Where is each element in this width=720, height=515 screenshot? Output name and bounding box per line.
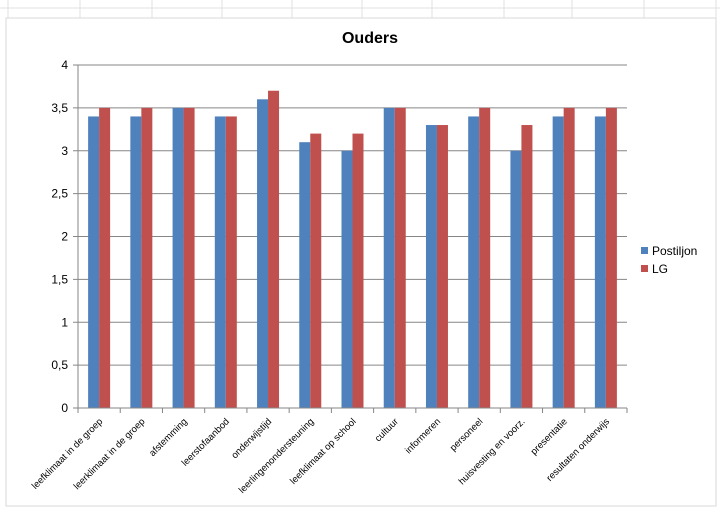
y-tick-label: 1	[61, 315, 68, 329]
bar-lg	[563, 107, 575, 408]
bar-postiljon	[468, 116, 480, 408]
bar-postiljon	[257, 99, 269, 409]
axes	[77, 65, 628, 413]
bar-postiljon	[425, 125, 437, 409]
bar-lg	[99, 107, 111, 408]
bar-postiljon	[299, 142, 311, 409]
bar-postiljon	[172, 107, 184, 408]
bar-postiljon	[130, 116, 142, 408]
bar-lg	[141, 107, 153, 408]
bar-postiljon	[594, 116, 606, 408]
bar-postiljon	[510, 150, 522, 408]
bar-postiljon	[383, 107, 395, 408]
bar-lg	[310, 133, 322, 408]
legend-swatch-postiljon	[641, 247, 648, 254]
y-tick-label: 2,5	[51, 187, 68, 201]
spreadsheet-grid-remnant	[0, 0, 720, 18]
y-axis-tick-labels: 0 0,5 1 1,5 2 2,5 3 3,5 4	[51, 58, 78, 415]
bar-lg	[394, 107, 406, 408]
bar-lg	[521, 125, 533, 409]
bar-lg	[183, 107, 195, 408]
bar-postiljon	[88, 116, 100, 408]
bar-lg	[225, 116, 237, 408]
bar-postiljon	[552, 116, 564, 408]
legend-swatch-lg	[641, 265, 648, 272]
y-tick-label: 2	[61, 230, 68, 244]
bar-lg	[605, 107, 617, 408]
y-tick-label: 0,5	[51, 358, 68, 372]
chart-title: Ouders	[342, 30, 398, 47]
legend-label-postiljon: Postiljon	[652, 244, 697, 258]
bar-lg	[352, 133, 364, 408]
y-tick-label: 4	[61, 58, 68, 72]
legend-label-lg: LG	[652, 262, 668, 276]
bar-lg	[268, 90, 280, 408]
bar-lg	[436, 125, 448, 409]
bar-postiljon	[214, 116, 226, 408]
bar-lg	[479, 107, 491, 408]
y-tick-label: 3,5	[51, 101, 68, 115]
y-tick-label: 1,5	[51, 272, 68, 286]
y-tick-label: 0	[61, 401, 68, 415]
bars	[88, 90, 617, 409]
legend: Postiljon LG	[641, 244, 697, 276]
bar-postiljon	[341, 150, 353, 408]
y-tick-label: 3	[61, 144, 68, 158]
